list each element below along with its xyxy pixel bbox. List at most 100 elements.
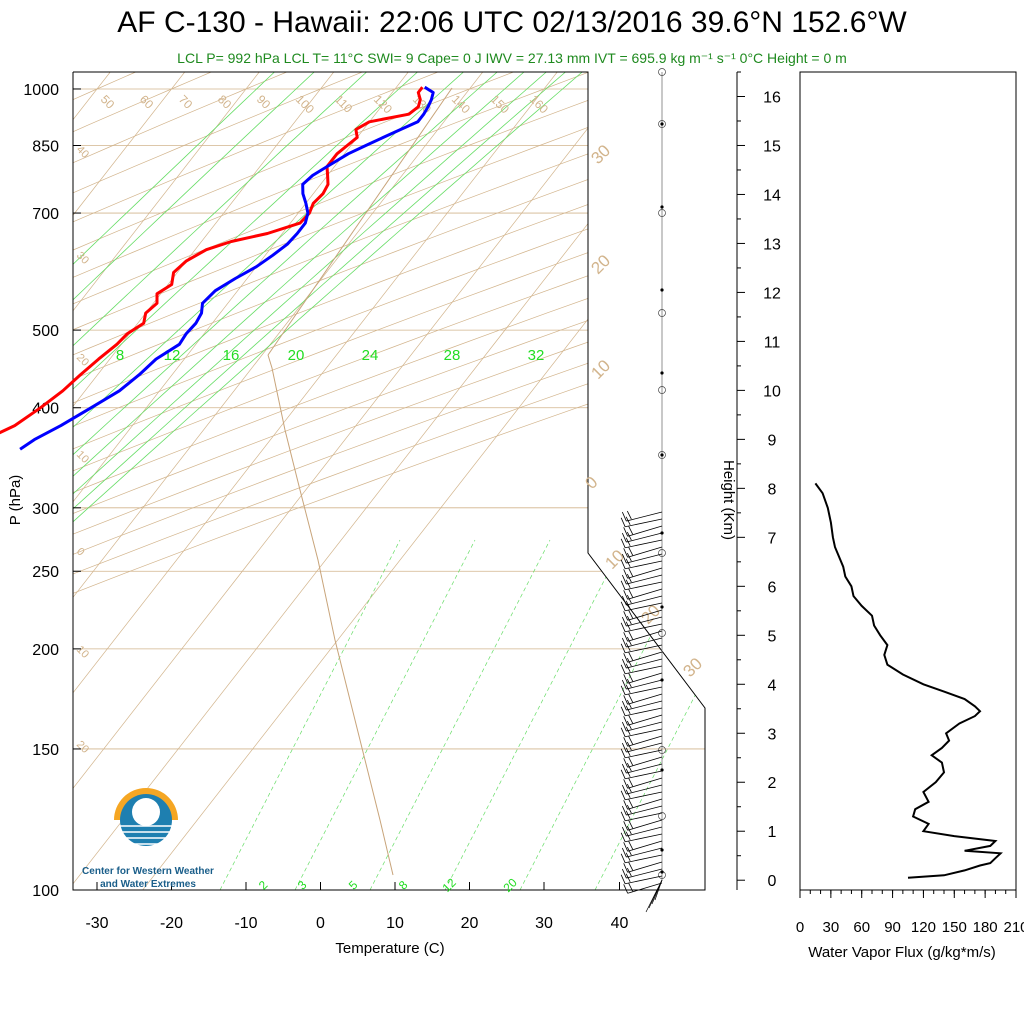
y-tick-label: 150 (32, 742, 59, 759)
wind-barb-flag (625, 621, 631, 630)
x-tick-label: -30 (85, 915, 108, 932)
wind-barb-staff (627, 651, 663, 663)
wind-barb-flag (626, 867, 632, 877)
wind-barb-staff (626, 847, 663, 858)
y-tick-label: 850 (32, 139, 59, 156)
wind-barb-staff (627, 882, 663, 894)
wind-barb-flag (620, 769, 626, 779)
dry-adiabat (73, 72, 287, 890)
wind-barb-staff (626, 784, 663, 795)
adiabat-label-left: 30 (74, 250, 91, 267)
height-tick-label: 14 (763, 187, 781, 204)
wind-barb-flag (625, 642, 631, 651)
wind-barb-staff (625, 686, 663, 696)
x-tick-label: 30 (535, 915, 553, 932)
wind-barb-flag (626, 699, 632, 709)
dry-adiabat (73, 72, 705, 890)
wind-barb-flag (626, 762, 632, 772)
x-tick-label: 40 (611, 915, 629, 932)
wind-barb-staff (625, 602, 663, 612)
wind-barb-staff (626, 532, 663, 543)
dry-adiabat-label: 20 (587, 251, 614, 278)
dry-adiabat (73, 72, 665, 890)
adiabat-label-left: 10 (74, 644, 91, 661)
height-tick-label: 1 (768, 824, 777, 841)
temperature-line (0, 86, 424, 435)
wind-barb-staff (627, 714, 663, 726)
wind-barb-flag (625, 726, 631, 735)
wind-barb-flag (625, 747, 631, 756)
isotherm-label: 150 (488, 92, 512, 116)
wind-barb-flag (620, 790, 626, 800)
wind-barb-flag (625, 579, 631, 588)
wind-calm-circle (658, 386, 666, 394)
isotherm-label: 110 (332, 92, 356, 116)
mixing-ratio-label: 28 (444, 347, 461, 364)
wind-barb-flag (621, 805, 627, 816)
wind-barb-staff (625, 560, 663, 570)
dry-adiabat-label: 10 (587, 356, 614, 383)
wind-barb-flag (620, 580, 626, 590)
wind-barb-flag (628, 778, 634, 787)
wind-barb-flag (625, 768, 631, 777)
wind-barb-flag (628, 883, 634, 892)
moist-adiabat (294, 539, 476, 890)
wind-barb-flag (626, 804, 632, 814)
height-tick-label: 0 (768, 873, 777, 890)
dry-adiabat (73, 72, 590, 890)
wind-barb-flag (621, 742, 627, 753)
height-tick-label: 2 (768, 775, 777, 792)
wind-barb-staff (625, 707, 663, 717)
mixing-ratio-line (73, 72, 498, 586)
dry-adiabat (73, 72, 514, 890)
x-tick-label: 0 (316, 915, 325, 932)
logo-drop (132, 798, 160, 826)
height-tick-label: 12 (763, 285, 781, 302)
y-tick-label: 1000 (23, 82, 59, 99)
wind-barb-flag (628, 652, 634, 661)
wind-barb-staff (627, 840, 663, 852)
x-tick-label: 20 (461, 915, 479, 932)
wind-barb-flag (621, 721, 627, 732)
wind-barb-flag (628, 841, 634, 850)
isotherm-label: 100 (293, 92, 317, 116)
isotherm-line (73, 72, 558, 890)
wind-dot (660, 371, 664, 375)
wind-barb-flag (625, 684, 631, 693)
wind-barb-staff (626, 553, 663, 564)
wind-barb-flag (623, 716, 629, 726)
wind-barb-flag (621, 763, 627, 774)
wind-barb-flag (620, 601, 626, 611)
mixing-ratio-line (73, 72, 547, 586)
wind-barb-flag (620, 559, 626, 569)
mixing-ratio-line (73, 72, 583, 586)
moist-adiabat (369, 539, 551, 890)
mixing-ratio-label: 32 (528, 347, 545, 364)
wind-barb-flag (628, 694, 634, 703)
wind-dot (660, 605, 664, 609)
height-tick-label: 4 (768, 677, 777, 694)
wind-barb-flag (628, 820, 634, 829)
wind-barb-flag (621, 511, 627, 522)
wind-barb-flag (620, 874, 626, 884)
skew-t-frame (72, 71, 706, 891)
wind-dot (660, 205, 664, 209)
chart-subtitle: LCL P= 992 hPa LCL T= 11°C SWI= 9 Cape= … (177, 50, 847, 66)
flux-x-tick-label: 120 (911, 919, 936, 936)
wind-barb-flag (628, 526, 634, 535)
wind-barb-flag (625, 663, 631, 672)
wind-barb-flag (620, 706, 626, 716)
wind-barb-flag (626, 846, 632, 856)
wind-barb-staff (625, 518, 663, 528)
wind-barb-flag (623, 863, 629, 873)
isotherm-label: 70 (176, 92, 196, 112)
logo-text-line2: and Water Extremes (100, 879, 196, 890)
dewpoint-line (19, 85, 435, 451)
logo-text-line1: Center for Western Weather (82, 866, 214, 877)
flux-x-tick-label: 210 (1003, 919, 1024, 936)
wind-barb-staff (627, 861, 663, 873)
y-tick-label: 500 (32, 323, 59, 340)
wind-barb-flag (626, 510, 632, 520)
isotherm-label: 60 (137, 92, 157, 112)
parcel-trace-upper (267, 87, 453, 356)
